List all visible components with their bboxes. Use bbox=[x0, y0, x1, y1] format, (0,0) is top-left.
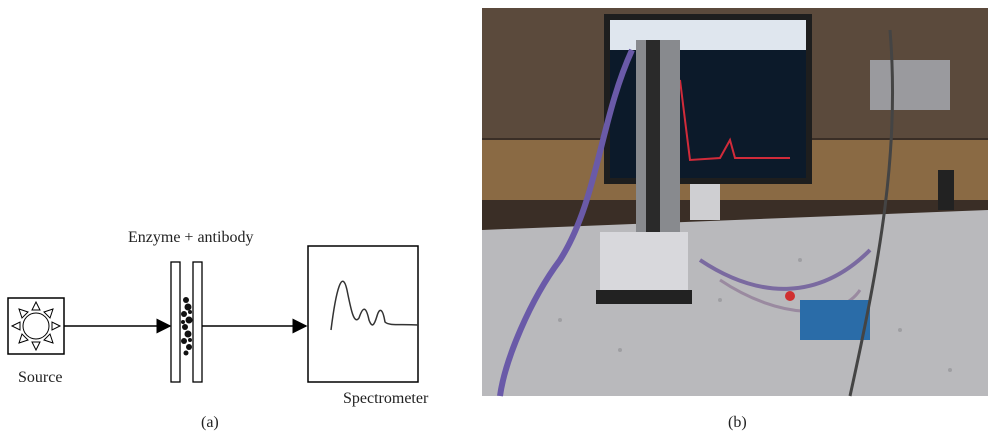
spectrometer-label: Spectrometer bbox=[343, 390, 429, 407]
enzyme-label: Enzyme + antibody bbox=[128, 229, 253, 246]
source-icon bbox=[12, 302, 60, 350]
caption: (a) bbox=[201, 414, 219, 431]
spectrometer-box bbox=[308, 246, 418, 382]
plate bbox=[171, 262, 180, 382]
source-label: Source bbox=[18, 369, 62, 386]
caption: (b) bbox=[728, 414, 747, 431]
plate bbox=[193, 262, 202, 382]
figure: Enzyme + antibody Source Spectrometer (a… bbox=[0, 0, 988, 436]
diagram: Enzyme + antibody Source Spectrometer (a… bbox=[8, 229, 429, 431]
enzyme-particles bbox=[181, 297, 193, 356]
photo bbox=[482, 8, 988, 396]
